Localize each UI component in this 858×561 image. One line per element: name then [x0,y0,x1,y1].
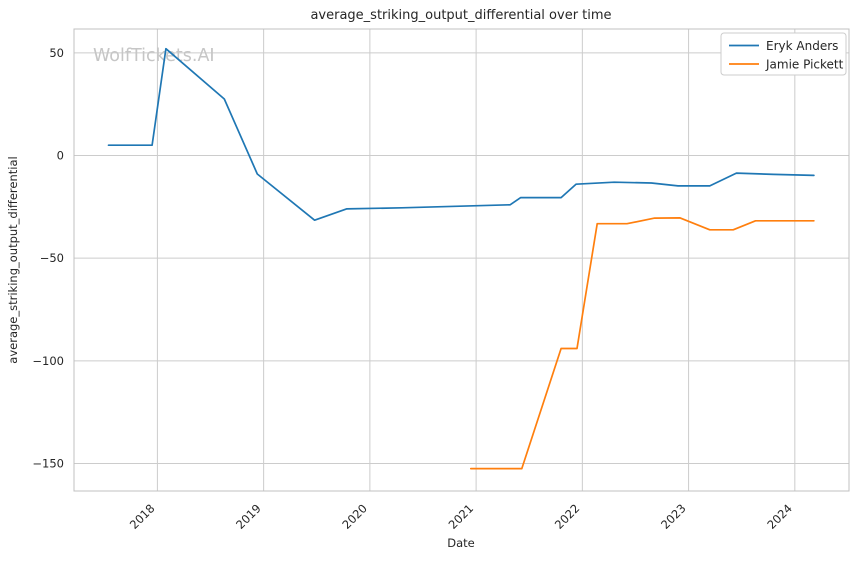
grid-layer [74,29,849,491]
x-tick-label: 2023 [658,501,689,532]
y-tick-label: −100 [32,354,64,368]
series-line-jamie-pickett [469,217,815,470]
x-tick-label: 2022 [552,501,583,532]
y-axis-label: average_striking_output_differential [6,156,20,363]
x-tick-label: 2021 [446,501,477,532]
plot-border [73,28,850,492]
y-tick-label: −50 [40,251,64,265]
series-line-eryk-anders [107,47,815,222]
x-axis-label: Date [447,536,475,550]
y-tick-label: 50 [49,46,64,60]
y-tick-label: −150 [32,456,64,470]
x-tick-label: 2024 [764,501,795,532]
legend: Eryk Anders Jamie Pickett [720,32,847,76]
chart-title: average_striking_output_differential ove… [310,8,611,23]
x-tick-label: 2019 [233,501,264,532]
tick-label-layer: 2018 2019 2020 2021 2022 2023 2024 50 0 −50 −100 −1… [32,46,795,532]
series-layer [107,47,815,470]
x-tick-label: 2018 [127,501,158,532]
legend-label: Jamie Pickett [765,58,844,72]
legend-label: Eryk Anders [766,39,838,53]
watermark: WolfTickets.AI [93,46,215,66]
y-tick-label: 0 [57,148,64,162]
x-tick-label: 2020 [339,501,370,532]
